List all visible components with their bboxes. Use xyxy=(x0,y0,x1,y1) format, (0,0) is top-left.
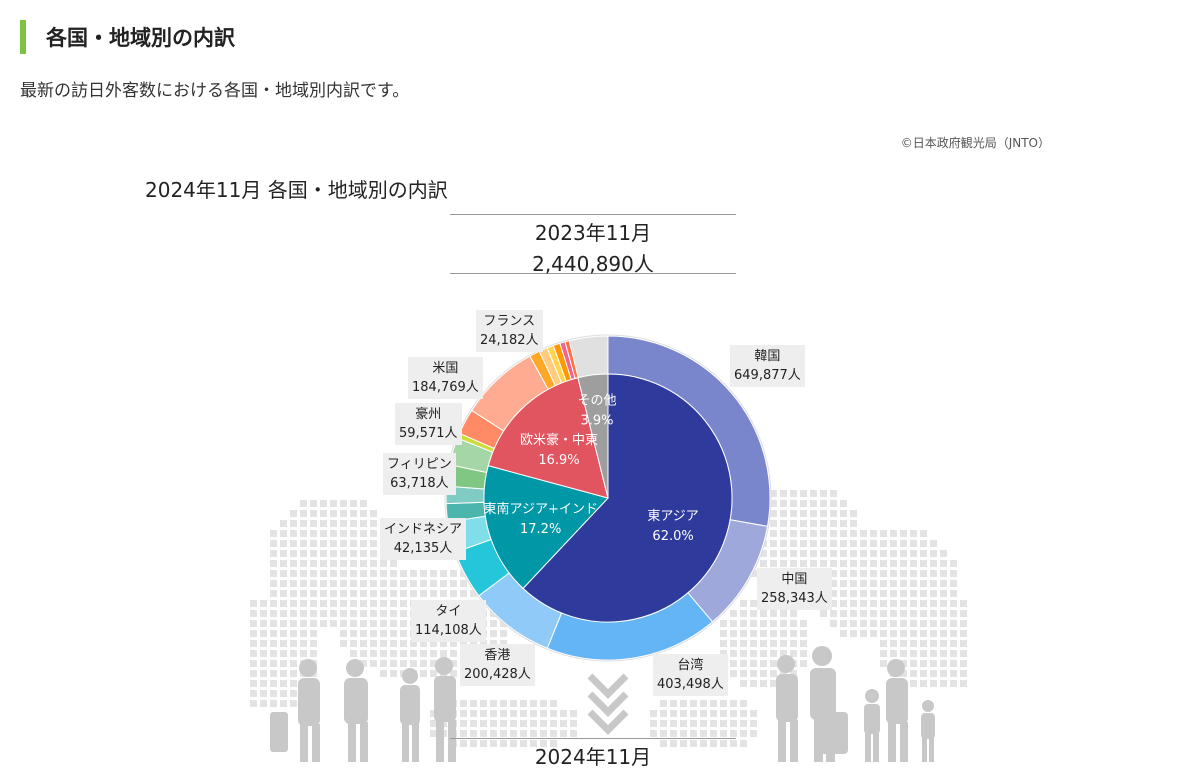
inner-share-1: 17.2% xyxy=(520,522,561,537)
outer-label-box: 台湾 403,498人 xyxy=(653,654,728,696)
outer-label-name: 米国 xyxy=(432,361,459,376)
outer-label-name: 韓国 xyxy=(754,349,781,364)
down-arrows-icon xyxy=(587,673,629,735)
outer-label-name: 香港 xyxy=(484,648,511,663)
outer-label-box: 豪州 59,571人 xyxy=(395,403,462,445)
outer-label-box: 中国 258,343人 xyxy=(757,568,832,610)
section-header: 各国・地域別の内訳 xyxy=(20,20,235,54)
outer-label-value: 42,135人 xyxy=(393,541,453,556)
outer-label-value: 114,108人 xyxy=(415,623,482,638)
traveler-silhouettes xyxy=(270,646,935,762)
inner-share-3: 3.9% xyxy=(580,414,613,429)
inner-label-2: 欧米豪・中東 xyxy=(520,432,598,448)
inner-slice-2 xyxy=(487,377,609,499)
outer-label-name: 台湾 xyxy=(677,658,704,673)
outer-label-box: フランス 24,182人 xyxy=(476,310,543,352)
inner-slice-0 xyxy=(522,373,733,623)
outer-label-value: 403,498人 xyxy=(657,677,724,692)
outer-label-name: タイ xyxy=(435,604,462,619)
outer-label-name: フィリピン xyxy=(387,457,452,472)
current-period: 2024年11月 xyxy=(534,745,652,769)
inner-share-2: 16.9% xyxy=(538,453,579,468)
current-period-box: 2024年11月 xyxy=(450,738,736,770)
inner-ring xyxy=(483,373,733,623)
outer-label-box: インドネシア 42,135人 xyxy=(380,518,467,560)
intro-text: 最新の訪日外客数における各国・地域別内訳です。 xyxy=(20,81,410,101)
outer-label-value: 24,182人 xyxy=(480,333,539,348)
outer-label-name: インドネシア xyxy=(384,522,463,537)
outer-label-name: 中国 xyxy=(781,572,808,587)
inner-share-0: 62.0% xyxy=(652,529,693,544)
outer-label-box: フィリピン 63,718人 xyxy=(383,453,456,495)
inner-ring-labels: 東アジア 62.0% 東南アジア+インド 17.2% 欧米豪・中東 16.9% その他 3.9… xyxy=(483,394,698,544)
outer-ring-border xyxy=(444,334,772,662)
credit-text: ©日本政府観光局（JNTO） xyxy=(900,136,1050,150)
outer-label-box: タイ 114,108人 xyxy=(411,600,486,642)
outer-label-name: 豪州 xyxy=(415,407,442,422)
inner-label-1: 東南アジア+インド xyxy=(483,501,597,517)
outer-label-box: 米国 184,769人 xyxy=(408,357,483,399)
inner-label-0: 東アジア xyxy=(647,508,698,524)
inner-label-3: その他 xyxy=(577,394,616,409)
section-title: 各国・地域別の内訳 xyxy=(46,26,235,50)
outer-label-value: 63,718人 xyxy=(390,476,449,491)
chart-title: 2024年11月 各国・地域別の内訳 xyxy=(145,178,448,202)
previous-total: 2,440,890人 xyxy=(532,252,654,276)
outer-label-name: フランス xyxy=(483,314,536,329)
outer-label-value: 649,877人 xyxy=(734,368,801,383)
outer-label-value: 59,571人 xyxy=(399,426,458,441)
previous-period-box: 2023年11月 2,440,890人 xyxy=(450,214,736,276)
inner-slice-1 xyxy=(483,465,609,590)
outer-label-value: 200,428人 xyxy=(464,667,531,682)
outer-label-value: 184,769人 xyxy=(412,380,479,395)
section-accent-bar xyxy=(20,20,26,54)
outer-label-box: 香港 200,428人 xyxy=(460,644,535,686)
previous-period: 2023年11月 xyxy=(534,221,652,245)
inner-slice-3 xyxy=(577,373,609,499)
outer-label-value: 258,343人 xyxy=(761,591,828,606)
outer-label-box: 韓国 649,877人 xyxy=(730,345,805,387)
